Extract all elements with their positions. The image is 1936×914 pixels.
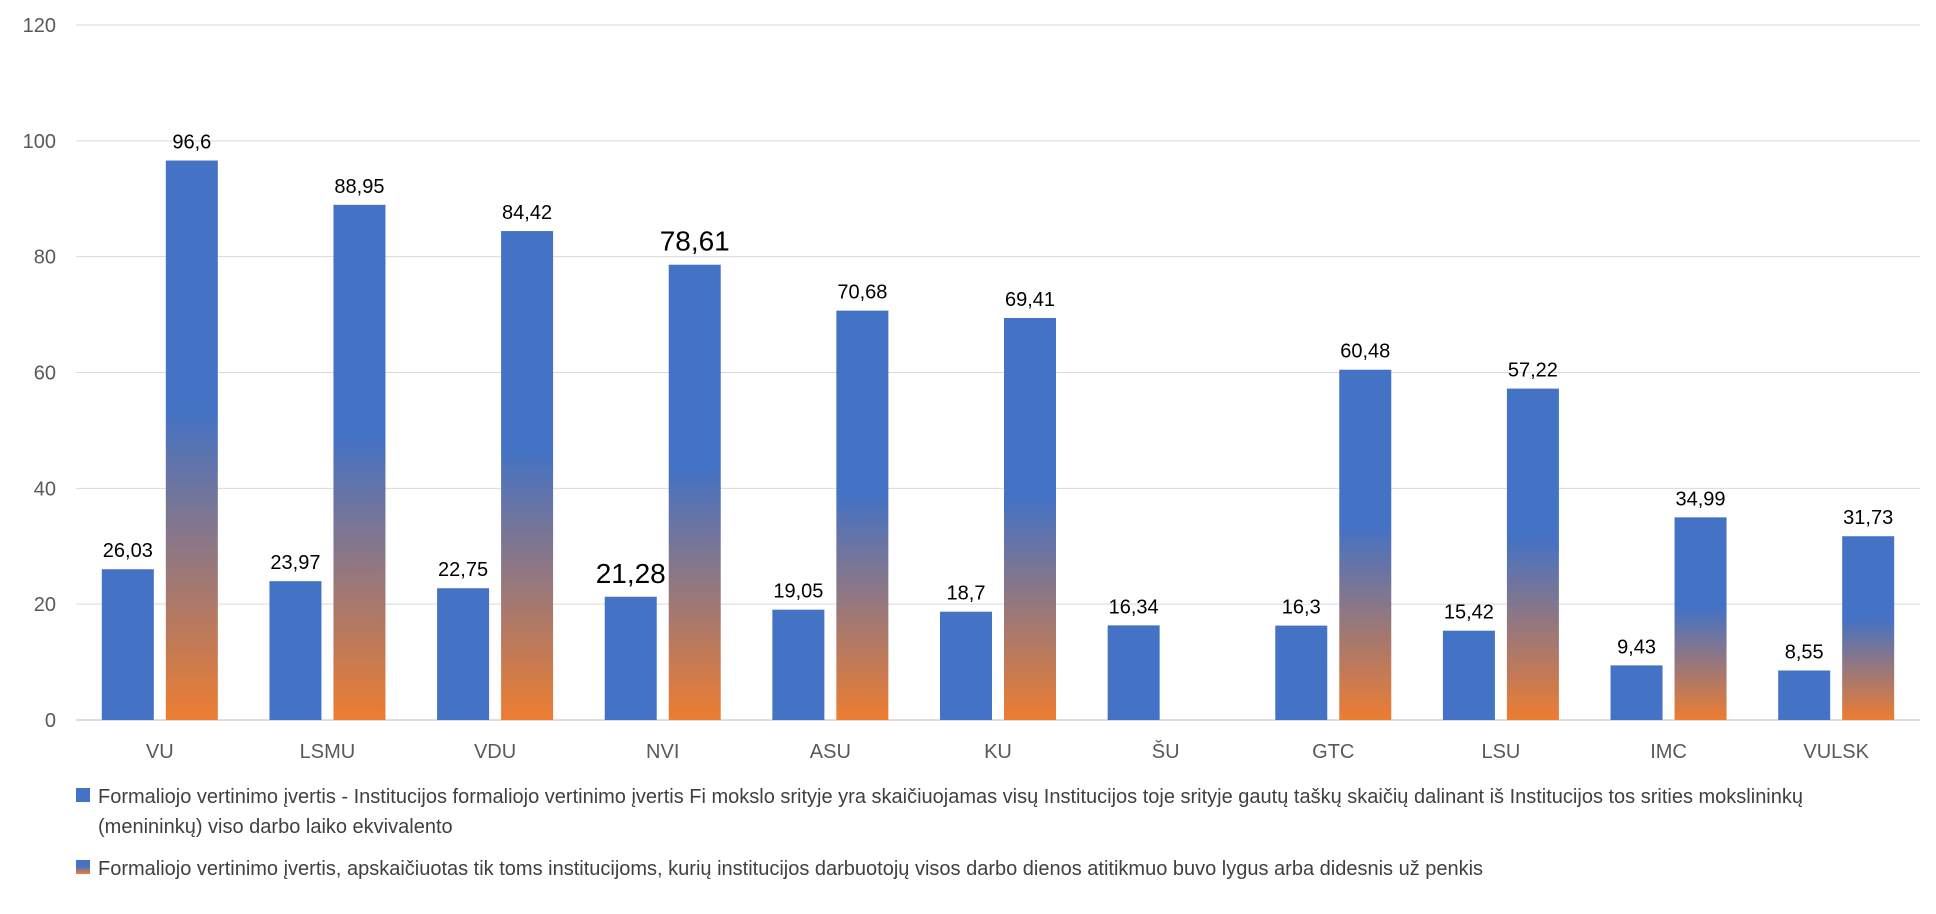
y-tick-label: 40 [34,478,56,500]
data-label: 8,55 [1785,641,1824,663]
data-label: 23,97 [270,552,320,574]
data-label: 88,95 [334,176,384,198]
legend-item-series-2: Formaliojo vertinimo įvertis, apskaičiuo… [76,854,1896,884]
bar-series-2-imc [1674,517,1727,720]
x-tick-label: VULSK [1803,741,1869,763]
bar-chart: 0 20 40 60 80 100 120 26,03 96,6 23,97 88,95 22,75… [23,15,1920,763]
x-tick-label: VU [146,741,174,763]
y-tick-label: 80 [34,247,56,269]
bar-series-2-lsu [1506,388,1559,720]
data-label: 96,6 [172,132,211,154]
bar-series-1-vulsk [1778,670,1831,720]
bar-series-1-imc [1610,665,1663,720]
y-tick-label: 20 [34,594,56,616]
bar-series-2-vulsk [1842,536,1895,720]
data-label: 16,3 [1282,597,1321,619]
x-tick-label: LSU [1481,741,1520,763]
bar-series-2-gtc [1339,369,1392,720]
x-tick-label: NVI [646,741,679,763]
x-tick-label: KU [984,741,1012,763]
legend-swatch-series-2 [76,860,90,874]
bar-series-1-ku [940,611,992,720]
bar-series-1-vu [101,569,154,720]
bar-series-2-ku [1004,318,1056,720]
y-tick-label: 120 [23,15,56,37]
data-label: 31,73 [1843,507,1893,529]
y-tick-label: 100 [23,131,56,153]
legend-swatch-series-1 [76,788,90,802]
legend-label-series-2: Formaliojo vertinimo įvertis, apskaičiuo… [98,858,1484,880]
legend-label-series-1: Formaliojo vertinimo įvertis - Instituci… [98,786,1803,838]
data-label: 84,42 [502,202,552,224]
bar-series-1-lsu [1442,630,1495,720]
bar-series-2-vdu [501,231,554,720]
legend-item-series-1: Formaliojo vertinimo įvertis - Instituci… [76,782,1896,842]
y-tick-label: 0 [45,710,56,732]
bar-series-2-lsmu [333,204,386,721]
bar-series-1-gtc [1275,625,1328,720]
bar-series-1-asu [772,609,825,720]
bars [101,160,1895,721]
data-label: 34,99 [1676,488,1726,510]
x-tick-label: IMC [1650,741,1687,763]
data-label: 22,75 [438,559,488,581]
x-tick-label: VDU [474,741,516,763]
bar-series-2-vu [165,160,218,720]
x-tick-label: ŠU [1152,740,1180,763]
x-tick-label: LSMU [300,741,356,763]
x-axis: VU LSMU VDU NVI ASU KU ŠU GTC LSU IMC VULSK [146,740,1870,763]
data-label: 18,7 [947,583,986,605]
bar-series-1-vdu [437,588,490,720]
data-label: 26,03 [103,540,153,562]
x-tick-label: GTC [1312,741,1354,763]
data-label: 21,28 [596,558,666,589]
x-tick-label: ASU [810,741,851,763]
bar-series-1-šu [1107,625,1160,720]
data-label: 69,41 [1005,289,1055,311]
data-label: 57,22 [1508,360,1558,382]
bar-series-2-nvi [668,264,721,720]
data-label: 60,48 [1340,341,1390,363]
data-label: 19,05 [773,581,823,603]
data-labels: 26,03 96,6 23,97 88,95 22,75 84,42 21,28 78,61 1… [103,132,1893,664]
y-tick-label: 60 [34,363,56,385]
data-label: 15,42 [1444,602,1494,624]
bar-series-1-nvi [604,596,657,720]
legend: Formaliojo vertinimo įvertis - Instituci… [76,782,1896,896]
bar-series-2-asu [836,310,889,720]
data-label: 9,43 [1617,636,1656,658]
data-label: 78,61 [660,226,730,257]
data-label: 16,34 [1109,596,1159,618]
data-label: 70,68 [837,282,887,304]
bar-series-1-lsmu [269,581,322,720]
y-axis: 0 20 40 60 80 100 120 [23,15,56,732]
